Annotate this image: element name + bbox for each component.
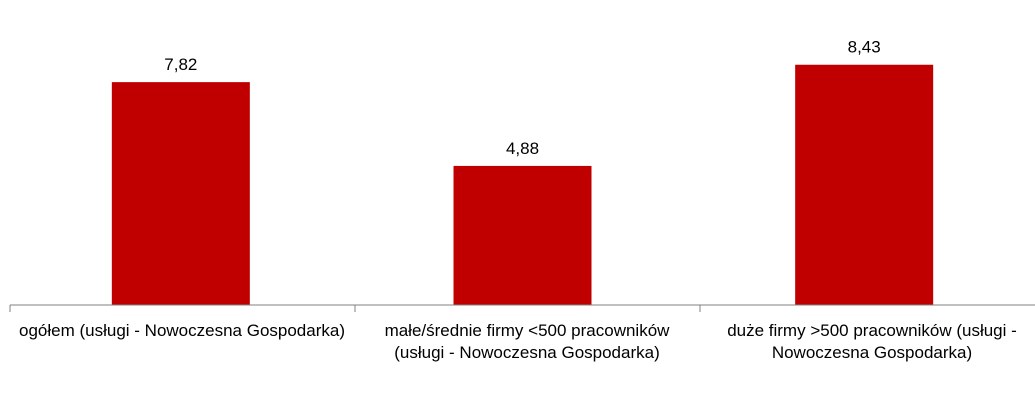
bar-0 xyxy=(111,82,250,305)
category-label-large: duże firmy >500 pracowników (usługi - No… xyxy=(727,321,1017,362)
data-label-1: 4,88 xyxy=(506,139,539,158)
bar-1 xyxy=(453,165,592,305)
data-label-2: 8,43 xyxy=(848,38,881,57)
bar-2 xyxy=(795,64,934,306)
category-label-small-medium: małe/średnie firmy <500 pracowników (usł… xyxy=(384,321,670,362)
category-label-total: ogółem (usługi - Nowoczesna Gospodarka) xyxy=(19,321,345,340)
data-label-0: 7,82 xyxy=(164,55,197,74)
